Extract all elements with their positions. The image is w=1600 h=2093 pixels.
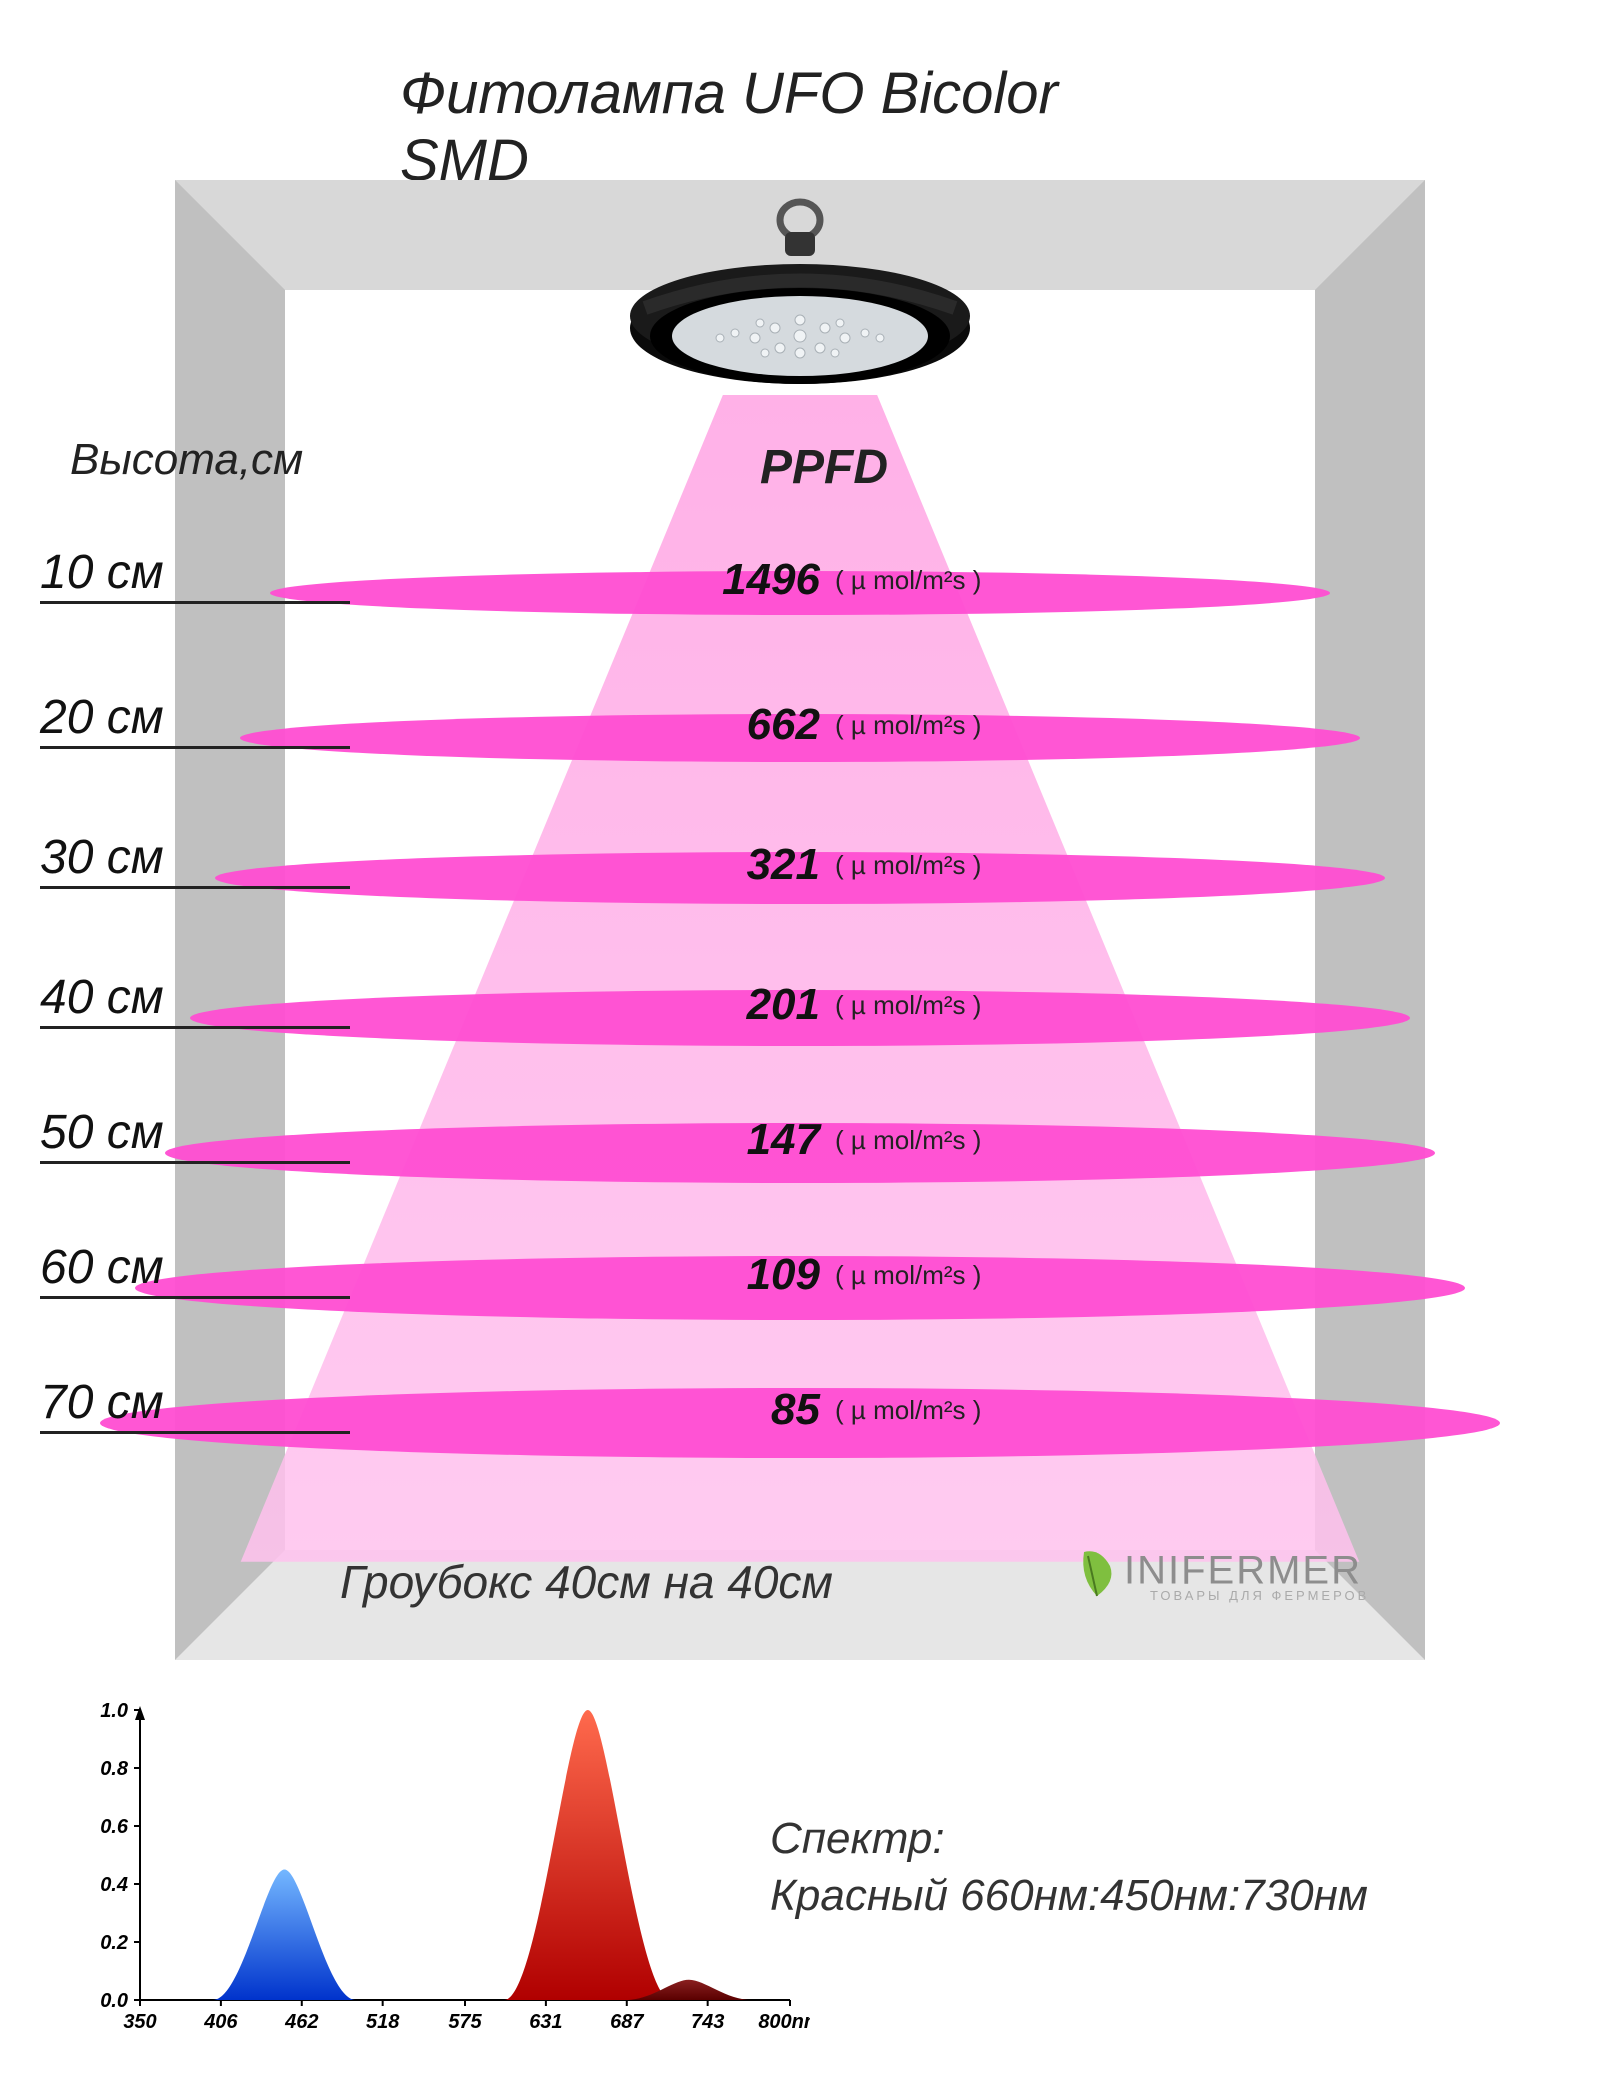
ppfd-unit: ( µ mol/m²s ) bbox=[835, 850, 981, 881]
height-axis-label: Высота,см bbox=[70, 435, 303, 485]
ppfd-row: 60 см 109 ( µ mol/m²s ) bbox=[40, 1240, 1560, 1310]
distance-label: 30 см bbox=[40, 830, 230, 885]
ppfd-value: 1496 bbox=[680, 555, 820, 605]
ppfd-unit: ( µ mol/m²s ) bbox=[835, 990, 981, 1021]
ppfd-row: 40 см 201 ( µ mol/m²s ) bbox=[40, 970, 1560, 1040]
ppfd-value: 321 bbox=[680, 840, 820, 890]
leaf-icon bbox=[1070, 1538, 1124, 1608]
ppfd-row: 20 см 662 ( µ mol/m²s ) bbox=[40, 690, 1560, 760]
spectrum-line-2: Красный 660нм:450нм:730нм bbox=[770, 1867, 1368, 1924]
ppfd-value: 201 bbox=[680, 980, 820, 1030]
distance-label: 40 см bbox=[40, 970, 230, 1025]
svg-text:800nm: 800nm bbox=[758, 2011, 810, 2033]
distance-label: 20 см bbox=[40, 690, 230, 745]
distance-underline bbox=[40, 746, 350, 749]
distance-underline bbox=[40, 886, 350, 889]
ppfd-row: 30 см 321 ( µ mol/m²s ) bbox=[40, 830, 1560, 900]
svg-text:518: 518 bbox=[366, 2011, 400, 2033]
ppfd-unit: ( µ mol/m²s ) bbox=[835, 565, 981, 596]
ppfd-value: 147 bbox=[680, 1115, 820, 1165]
svg-text:350: 350 bbox=[123, 2011, 156, 2033]
ppfd-label: PPFD bbox=[760, 440, 888, 495]
ppfd-row: 50 см 147 ( µ mol/m²s ) bbox=[40, 1105, 1560, 1175]
distance-underline bbox=[40, 1026, 350, 1029]
distance-label: 50 см bbox=[40, 1105, 230, 1160]
ufo-lamp bbox=[625, 198, 975, 418]
ppfd-row: 10 см 1496 ( µ mol/m²s ) bbox=[40, 545, 1560, 615]
svg-text:0.2: 0.2 bbox=[100, 1932, 128, 1954]
page-title: Фитолампа UFO Bicolor SMD bbox=[400, 60, 1200, 194]
spectrum-chart: 0.0 0.2 0.4 0.6 0.8 1.0 350 406 462 518 575 631 687 7… bbox=[70, 1690, 810, 2050]
distance-underline bbox=[40, 601, 350, 604]
distance-underline bbox=[40, 1296, 350, 1299]
ppfd-unit: ( µ mol/m²s ) bbox=[835, 1395, 981, 1426]
svg-text:687: 687 bbox=[610, 2011, 644, 2033]
ppfd-row: 70 см 85 ( µ mol/m²s ) bbox=[40, 1375, 1560, 1445]
distance-underline bbox=[40, 1431, 350, 1434]
distance-underline bbox=[40, 1161, 350, 1164]
logo-subtext: ТОВАРЫ ДЛЯ ФЕРМЕРОВ bbox=[1150, 1588, 1369, 1603]
svg-text:0.0: 0.0 bbox=[100, 1990, 128, 2012]
distance-label: 10 см bbox=[40, 545, 230, 600]
ppfd-value: 662 bbox=[680, 700, 820, 750]
spectrum-line-1: Спектр: bbox=[770, 1810, 1368, 1867]
svg-text:575: 575 bbox=[448, 2011, 482, 2033]
ppfd-value: 109 bbox=[680, 1250, 820, 1300]
logo-text: INIFERMER bbox=[1124, 1549, 1362, 1593]
growbox-size-label: Гроубокс 40см на 40см bbox=[340, 1555, 833, 1609]
svg-text:1.0: 1.0 bbox=[100, 1700, 128, 1722]
distance-label: 70 см bbox=[40, 1375, 230, 1430]
svg-text:462: 462 bbox=[284, 2011, 318, 2033]
spectrum-description: Спектр: Красный 660нм:450нм:730нм bbox=[770, 1810, 1368, 1924]
svg-text:743: 743 bbox=[691, 2011, 724, 2033]
svg-text:631: 631 bbox=[529, 2011, 562, 2033]
ppfd-unit: ( µ mol/m²s ) bbox=[835, 1125, 981, 1156]
svg-text:406: 406 bbox=[203, 2011, 238, 2033]
svg-text:0.6: 0.6 bbox=[100, 1816, 129, 1838]
svg-text:0.4: 0.4 bbox=[100, 1874, 128, 1896]
svg-text:0.8: 0.8 bbox=[100, 1758, 129, 1780]
distance-label: 60 см bbox=[40, 1240, 230, 1295]
ppfd-unit: ( µ mol/m²s ) bbox=[835, 710, 981, 741]
ppfd-value: 85 bbox=[680, 1385, 820, 1435]
ppfd-unit: ( µ mol/m²s ) bbox=[835, 1260, 981, 1291]
